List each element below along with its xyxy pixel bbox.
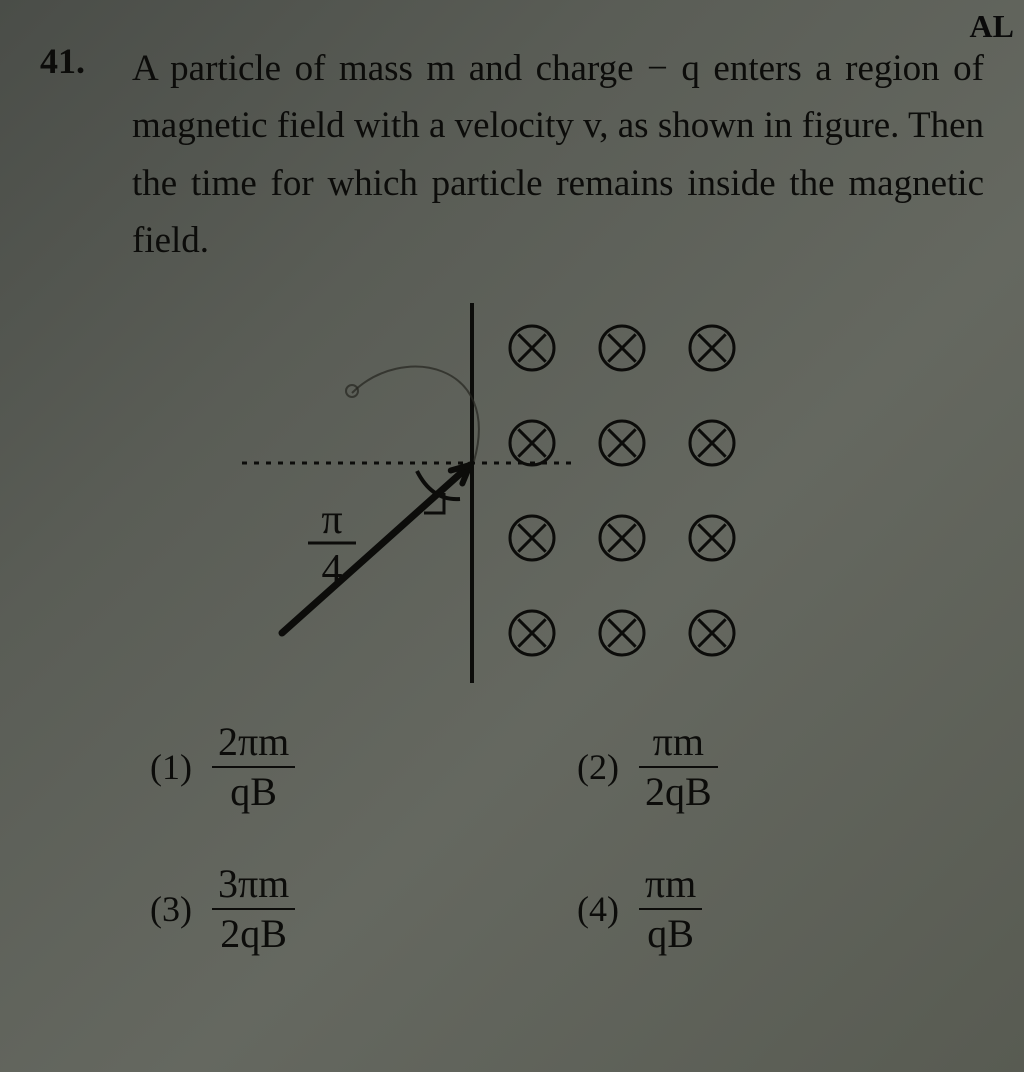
angle-den: 4: [322, 547, 343, 593]
figure-svg: π4: [192, 293, 832, 693]
option-4: (4) πmqB: [577, 863, 924, 955]
options-grid: (1) 2πmqB (2) πm2qB (3) 3πm2qB (4) πmqB: [40, 721, 984, 955]
velocity-arrow: [282, 465, 470, 633]
question-text: A particle of mass m and charge − q ente…: [132, 40, 984, 269]
option-fraction: πm2qB: [639, 721, 718, 813]
option-1: (1) 2πmqB: [150, 721, 497, 813]
option-label: (3): [150, 888, 192, 930]
option-fraction: 2πmqB: [212, 721, 295, 813]
trajectory-sketch: [352, 367, 479, 461]
question-number: 41.: [40, 40, 100, 269]
option-fraction: 3πm2qB: [212, 863, 295, 955]
option-2: (2) πm2qB: [577, 721, 924, 813]
option-label: (1): [150, 746, 192, 788]
question-row: 41. A particle of mass m and charge − q …: [40, 40, 984, 269]
angle-num: π: [321, 497, 342, 543]
option-3: (3) 3πm2qB: [150, 863, 497, 955]
option-label: (4): [577, 888, 619, 930]
figure-container: π4: [40, 293, 984, 693]
corner-cut-text: AL: [970, 8, 1014, 45]
option-fraction: πmqB: [639, 863, 702, 955]
option-label: (2): [577, 746, 619, 788]
